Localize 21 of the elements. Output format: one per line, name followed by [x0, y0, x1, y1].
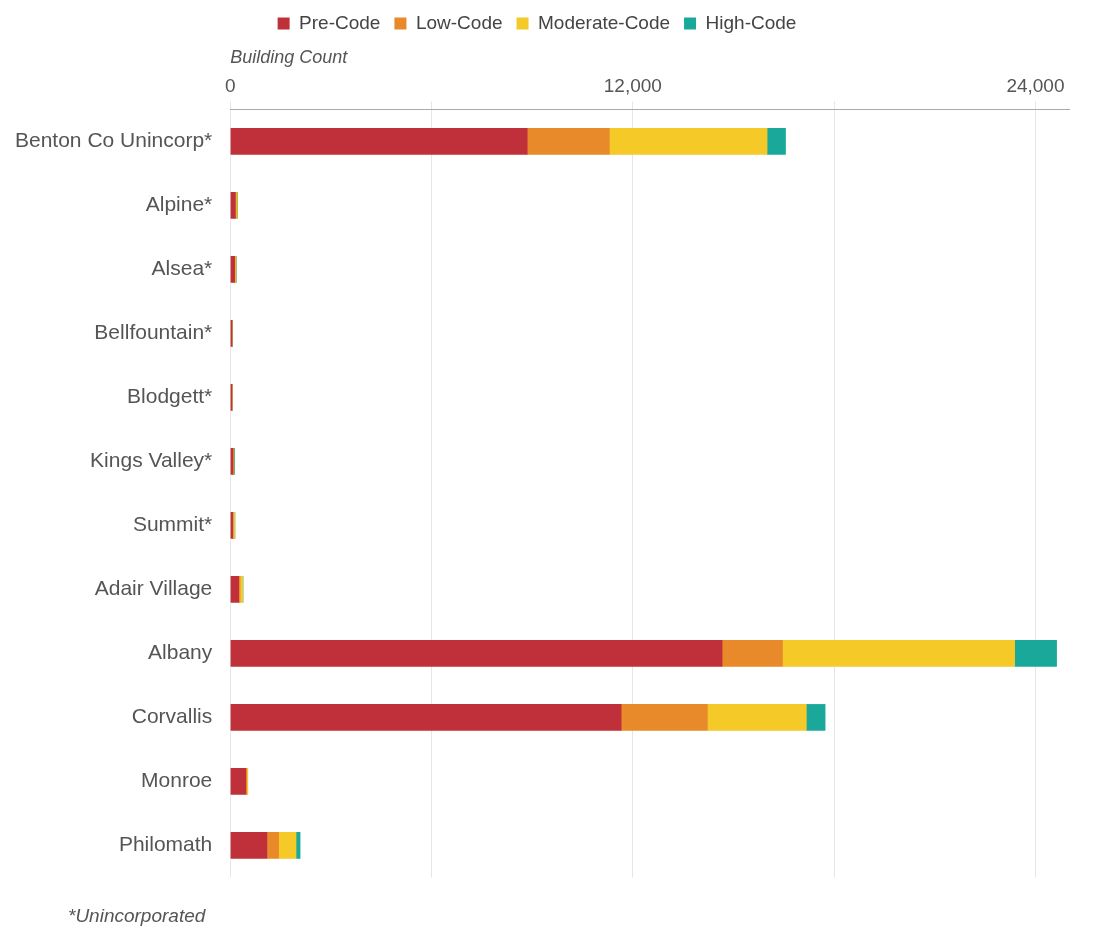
legend-label: Moderate-Code: [538, 11, 671, 33]
y-tick-label: Kings Valley*: [90, 448, 213, 472]
legend-label: Pre-Code: [299, 11, 381, 33]
y-tick-label: Blodgett*: [127, 384, 213, 408]
y-tick-label: Philomath: [118, 832, 213, 856]
legend-label: High-Code: [705, 11, 797, 33]
x-tick-label: 0: [225, 75, 236, 97]
y-tick-label: Bellfountain*: [94, 320, 213, 344]
x-tick-label: 12,000: [603, 75, 662, 97]
y-tick-label: Alpine*: [145, 192, 213, 216]
y-tick-label: Alsea*: [151, 256, 213, 280]
y-tick-label: Monroe: [141, 768, 213, 792]
y-tick-label: Albany: [148, 640, 213, 664]
x-axis-title: Building Count: [230, 46, 349, 67]
y-tick-label: Benton Co Unincorp*: [14, 128, 213, 152]
y-tick-label: Corvallis: [131, 704, 213, 728]
text: *Unincorporated: [68, 905, 206, 927]
legend-label: Low-Code: [415, 11, 503, 33]
y-tick-label: Adair Village: [94, 576, 213, 600]
x-tick-label: 24,000: [1006, 75, 1065, 97]
y-tick-label: Summit*: [132, 512, 213, 536]
